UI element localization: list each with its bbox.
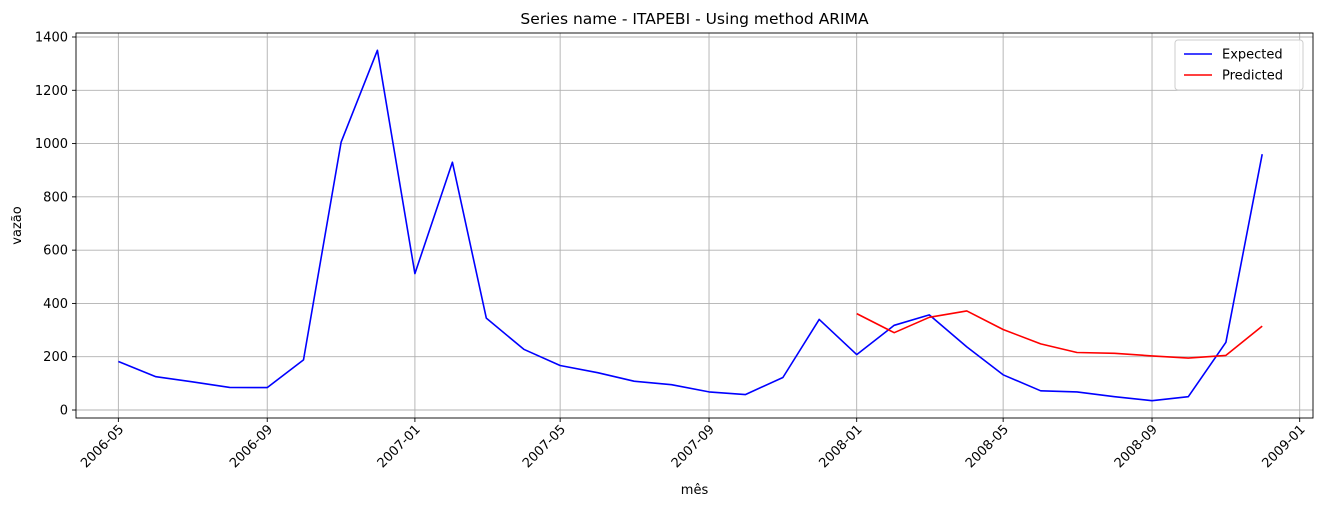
legend-label-predicted: Predicted bbox=[1222, 69, 1283, 84]
y-tick-label: 800 bbox=[43, 190, 68, 205]
legend-label-expected: Expected bbox=[1222, 48, 1283, 63]
grid bbox=[76, 33, 1313, 418]
plot-frame bbox=[75, 32, 1314, 419]
chart-title: Series name - ITAPEBI - Using method ARI… bbox=[520, 10, 869, 28]
x-axis-label: mês bbox=[681, 483, 709, 498]
y-axis: 0 200 400 600 800 1000 1200 1400 bbox=[35, 30, 76, 419]
x-axis: 2006-05 2006-09 2007-01 2007-05 2007-09 2008-… bbox=[78, 418, 1309, 471]
series-line-expected bbox=[118, 49, 1263, 402]
series-line-predicted bbox=[856, 310, 1263, 359]
x-tick-label: 2008-05 bbox=[963, 422, 1012, 471]
legend: Expected Predicted bbox=[1174, 39, 1304, 91]
x-tick-label: 2009-01 bbox=[1259, 422, 1308, 471]
y-tick-label: 0 bbox=[60, 404, 68, 419]
x-tick-label: 2007-09 bbox=[669, 422, 718, 471]
legend-box bbox=[1174, 39, 1304, 91]
series-layer bbox=[118, 49, 1263, 402]
y-tick-label: 1200 bbox=[35, 84, 68, 99]
x-tick-label: 2007-01 bbox=[375, 422, 424, 471]
x-tick-label: 2007-05 bbox=[520, 422, 569, 471]
y-tick-label: 1000 bbox=[35, 137, 68, 152]
x-tick-label: 2006-05 bbox=[78, 422, 127, 471]
y-axis-label: vazão bbox=[10, 206, 25, 244]
x-tick-label: 2008-01 bbox=[816, 422, 865, 471]
y-tick-label: 200 bbox=[43, 350, 68, 365]
x-tick-label: 2008-09 bbox=[1112, 422, 1161, 471]
x-tick-label: 2006-09 bbox=[227, 422, 276, 471]
y-tick-label: 400 bbox=[43, 297, 68, 312]
y-tick-label: 600 bbox=[43, 244, 68, 259]
y-tick-label: 1400 bbox=[35, 30, 68, 45]
